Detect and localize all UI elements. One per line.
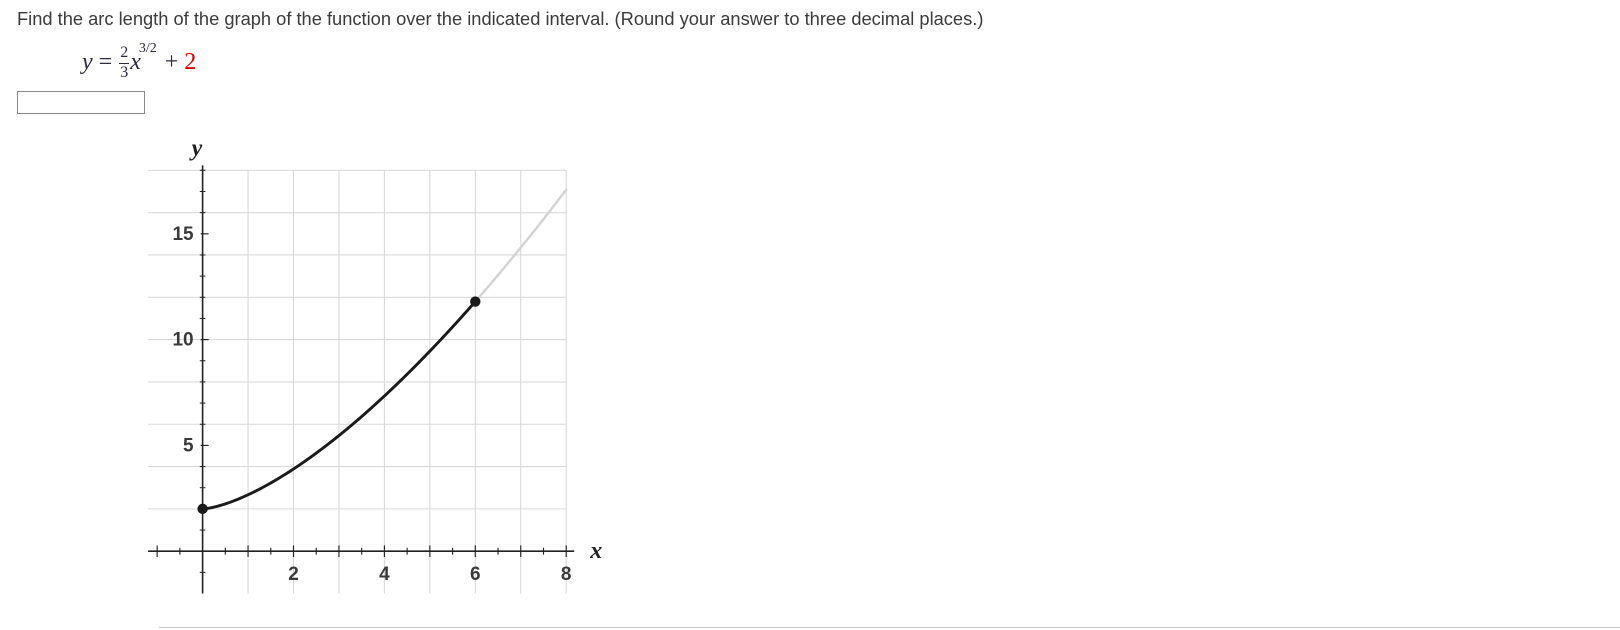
svg-text:15: 15 — [172, 224, 194, 245]
svg-text:4: 4 — [379, 564, 390, 585]
svg-text:x: x — [589, 538, 602, 564]
svg-text:8: 8 — [561, 564, 572, 585]
svg-text:6: 6 — [470, 564, 481, 585]
svg-text:5: 5 — [183, 435, 194, 456]
svg-text:2: 2 — [288, 564, 299, 585]
svg-text:y: y — [189, 135, 203, 161]
svg-text:10: 10 — [172, 330, 193, 351]
